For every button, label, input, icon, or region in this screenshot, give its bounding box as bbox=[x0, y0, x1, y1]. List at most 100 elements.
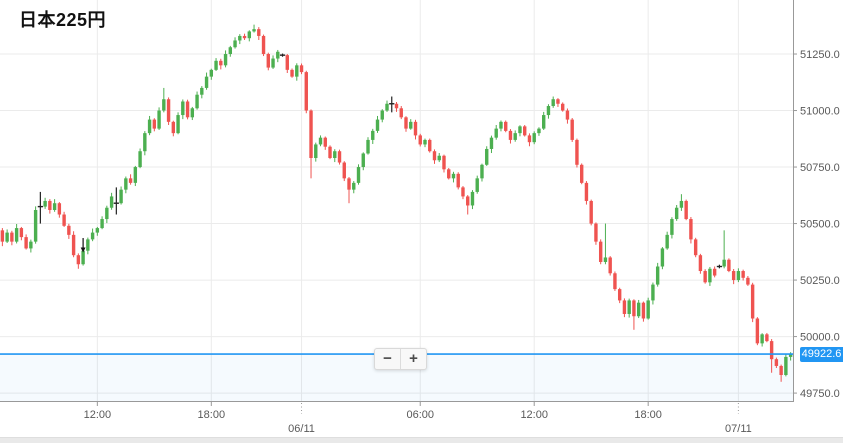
candle-body bbox=[466, 196, 470, 206]
candle-body bbox=[328, 146, 332, 159]
candle-body bbox=[527, 135, 532, 143]
candle-body bbox=[437, 155, 441, 161]
grid-lines bbox=[0, 0, 793, 401]
candle-body bbox=[375, 119, 380, 131]
candle-body bbox=[480, 164, 484, 179]
candle-body bbox=[276, 51, 280, 59]
candle-body bbox=[14, 228, 19, 242]
candle-body bbox=[722, 259, 726, 267]
candle-body bbox=[755, 318, 760, 344]
candle-body bbox=[52, 203, 57, 210]
price-tick-label: 51250.0 bbox=[800, 49, 840, 61]
candle-body bbox=[708, 268, 712, 283]
candle-body bbox=[228, 47, 233, 55]
price-scale[interactable]: 51250.0 51000.0 50750.0 50500.0 50250.0 50000… bbox=[793, 49, 840, 400]
candle-body bbox=[670, 219, 674, 235]
candles bbox=[0, 24, 793, 382]
candle-body bbox=[660, 248, 665, 267]
candle-body bbox=[257, 29, 261, 36]
candle-body bbox=[323, 137, 327, 147]
candle-body bbox=[703, 271, 707, 283]
candle-body bbox=[238, 35, 242, 41]
candle-body bbox=[29, 241, 33, 249]
candle-body bbox=[632, 300, 636, 317]
candle-body bbox=[95, 228, 100, 233]
candle-body bbox=[337, 151, 342, 163]
candle-body bbox=[442, 155, 446, 170]
candle-body bbox=[223, 54, 228, 66]
candle-body bbox=[537, 128, 541, 134]
candle-body bbox=[404, 117, 408, 129]
minus-icon: − bbox=[383, 350, 392, 367]
candle-body bbox=[190, 108, 195, 118]
candle-body bbox=[0, 230, 5, 242]
candle-body bbox=[176, 115, 180, 134]
candle-body bbox=[684, 200, 688, 220]
candle-body bbox=[71, 234, 76, 256]
candle-body bbox=[105, 207, 109, 220]
candle-body bbox=[124, 178, 128, 190]
axis-borders bbox=[0, 0, 794, 402]
candle-body bbox=[461, 187, 465, 197]
candle-body bbox=[689, 219, 693, 240]
candle-body bbox=[665, 234, 669, 249]
candle-body bbox=[712, 268, 717, 276]
candle-body bbox=[19, 228, 24, 238]
candle-body bbox=[627, 300, 631, 314]
candle-body bbox=[33, 209, 38, 242]
candle-body bbox=[295, 65, 299, 77]
time-tick-label: 12:00 bbox=[84, 409, 112, 421]
price-tick-label: 50750.0 bbox=[800, 162, 840, 174]
candle-body bbox=[413, 121, 418, 136]
candle-body bbox=[489, 137, 494, 149]
candle-body bbox=[209, 69, 214, 77]
candle-body bbox=[318, 137, 323, 145]
candle-body bbox=[261, 35, 266, 55]
candle-body bbox=[774, 359, 779, 366]
candle-body bbox=[646, 300, 650, 319]
candle-body bbox=[523, 126, 527, 136]
candle-body bbox=[693, 239, 698, 256]
candle-body bbox=[475, 178, 479, 192]
plus-icon: + bbox=[409, 350, 418, 367]
candle-body bbox=[48, 200, 52, 210]
bottom-strip bbox=[0, 437, 843, 443]
candle-body bbox=[356, 167, 361, 183]
candle-body bbox=[769, 341, 774, 360]
candle-body bbox=[147, 119, 152, 134]
time-tick-label: 06:00 bbox=[406, 409, 434, 421]
candle-body bbox=[10, 232, 14, 242]
candle-body bbox=[428, 139, 432, 152]
candle-body bbox=[504, 121, 508, 131]
zoom-in-button[interactable]: + bbox=[401, 349, 426, 369]
candle-body bbox=[128, 178, 133, 183]
markers bbox=[80, 238, 86, 253]
candle-body bbox=[508, 130, 513, 140]
candle-body bbox=[760, 334, 764, 344]
candle-body bbox=[195, 94, 199, 109]
candle-body bbox=[556, 99, 560, 104]
time-scale[interactable]: 12:00 18:00 06/11 06:00 12:00 18:00 07/11 bbox=[84, 401, 752, 435]
candle-body bbox=[152, 119, 157, 129]
candle-body bbox=[86, 239, 90, 251]
candle-body bbox=[589, 200, 593, 224]
candle-body bbox=[43, 200, 47, 207]
candle-body bbox=[584, 182, 589, 201]
candle-body bbox=[518, 126, 522, 134]
candle-body bbox=[233, 40, 237, 48]
candle-body bbox=[513, 133, 517, 140]
candle-body bbox=[447, 169, 451, 179]
zoom-out-button[interactable]: − bbox=[375, 349, 400, 369]
candle-body bbox=[181, 101, 185, 116]
candle-body bbox=[133, 167, 138, 183]
candle-body bbox=[309, 110, 313, 159]
candle-body bbox=[451, 173, 456, 179]
candle-body bbox=[204, 76, 209, 88]
candle-body bbox=[741, 271, 745, 278]
candle-body bbox=[418, 135, 422, 145]
price-tick-label: 50500.0 bbox=[800, 219, 840, 231]
candle-body bbox=[727, 259, 731, 272]
candle-body bbox=[784, 356, 788, 376]
candle-body bbox=[304, 72, 308, 111]
